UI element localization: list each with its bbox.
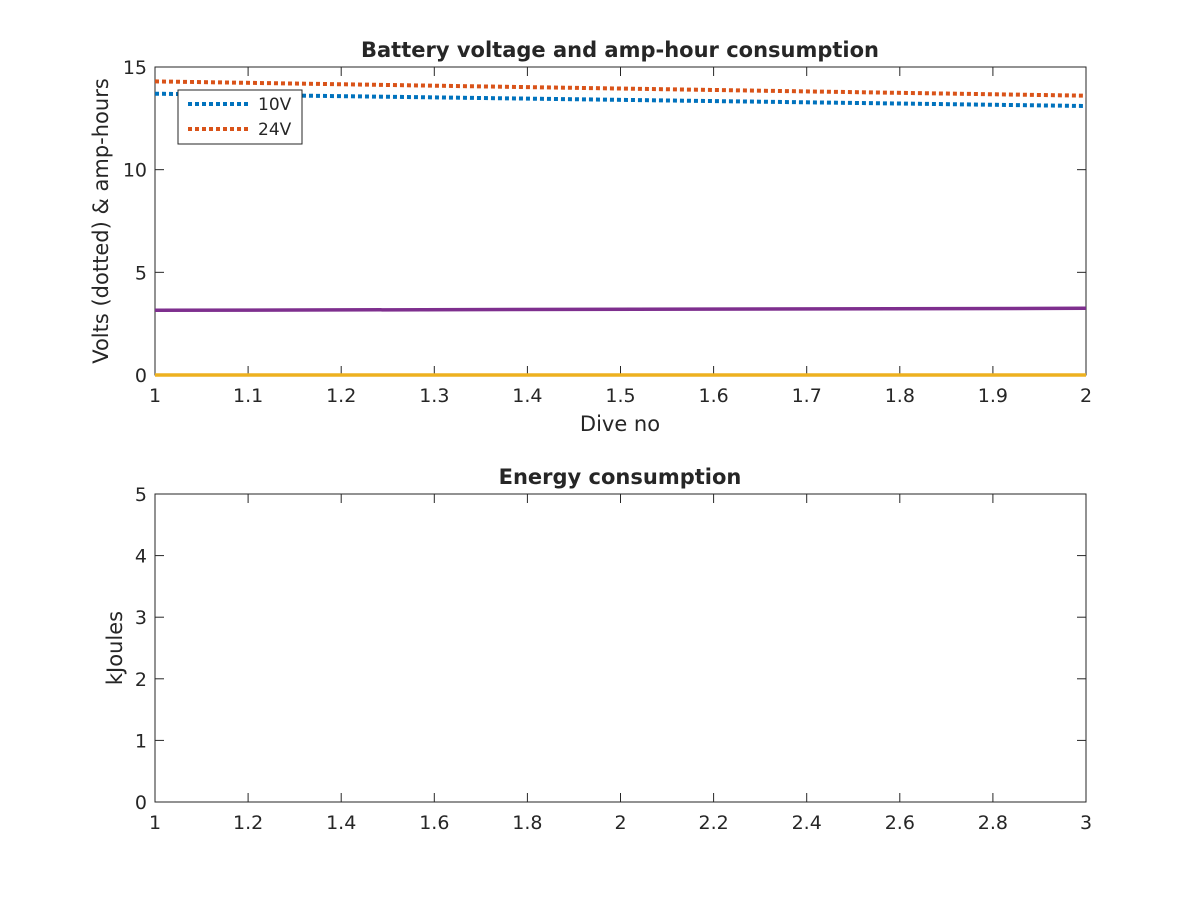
x-tick-label: 2.2	[698, 812, 728, 834]
voltage-chart: Battery voltage and amp-hour consumption…	[89, 38, 1092, 436]
x-tick-label: 1.6	[698, 385, 728, 407]
y-tick-label: 1	[135, 730, 147, 752]
voltage-legend: 10V 24V	[177, 89, 303, 145]
y-tick-label: 15	[123, 57, 147, 79]
x-tick-label: 2.4	[792, 812, 822, 834]
energy-chart: Energy consumption 1 1.2 1.4 1.6 1.8 2 2.2 2.4 2…	[103, 465, 1092, 834]
x-tick-label: 1.1	[233, 385, 263, 407]
voltage-y-axis-label: Volts (dotted) & amp-hours	[89, 78, 113, 364]
y-tick-label: 5	[135, 262, 147, 284]
y-tick-label: 3	[135, 607, 147, 629]
legend-label-10v: 10V	[258, 95, 292, 115]
x-tick-label: 1.9	[978, 385, 1008, 407]
energy-plot-area	[154, 493, 1087, 803]
x-tick-label: 1.2	[233, 812, 263, 834]
voltage-series-layer	[154, 79, 1087, 377]
y-tick-label: 4	[135, 546, 147, 568]
series-line-24v	[154, 79, 1087, 98]
x-tick-label: 1.3	[419, 385, 449, 407]
y-tick-label: 0	[135, 365, 147, 387]
y-tick-label: 10	[123, 160, 147, 182]
energy-chart-title: Energy consumption	[499, 465, 742, 489]
legend-label-24v: 24V	[258, 120, 292, 140]
x-tick-label: 3	[1080, 812, 1092, 834]
y-tick-label: 5	[135, 484, 147, 506]
x-tick-label: 1.6	[419, 812, 449, 834]
y-tick-label: 2	[135, 669, 147, 691]
x-tick-label: 1	[149, 385, 161, 407]
x-tick-label: 1.7	[792, 385, 822, 407]
energy-y-ticks: 0 1 2 3 4 5	[135, 484, 1086, 814]
x-tick-label: 1.5	[605, 385, 635, 407]
x-tick-label: 1.8	[512, 812, 542, 834]
series-line-10v	[154, 91, 1087, 108]
x-tick-label: 1.4	[512, 385, 542, 407]
series-line-unnamed-2	[154, 306, 1087, 313]
voltage-plot-area	[154, 66, 1087, 376]
x-tick-label: 1.4	[326, 812, 356, 834]
x-tick-label: 1.2	[326, 385, 356, 407]
energy-y-axis-label: kJoules	[103, 611, 127, 685]
energy-x-ticks: 1 1.2 1.4 1.6 1.8 2 2.2 2.4 2.6 2.8 3	[149, 494, 1092, 834]
voltage-x-axis-label: Dive no	[580, 412, 660, 436]
x-tick-label: 2	[614, 812, 626, 834]
voltage-x-ticks: 1 1.1 1.2 1.3 1.4 1.5 1.6 1.7 1.8 1.9 2	[149, 67, 1092, 407]
x-tick-label: 2.8	[978, 812, 1008, 834]
legend-box	[177, 89, 303, 145]
x-tick-label: 1	[149, 812, 161, 834]
x-tick-label: 2	[1080, 385, 1092, 407]
y-tick-label: 0	[135, 792, 147, 814]
x-tick-label: 2.6	[885, 812, 915, 834]
voltage-y-ticks: 0 5 10 15	[123, 57, 1086, 387]
x-tick-label: 1.8	[885, 385, 915, 407]
voltage-chart-title: Battery voltage and amp-hour consumption	[361, 38, 879, 62]
